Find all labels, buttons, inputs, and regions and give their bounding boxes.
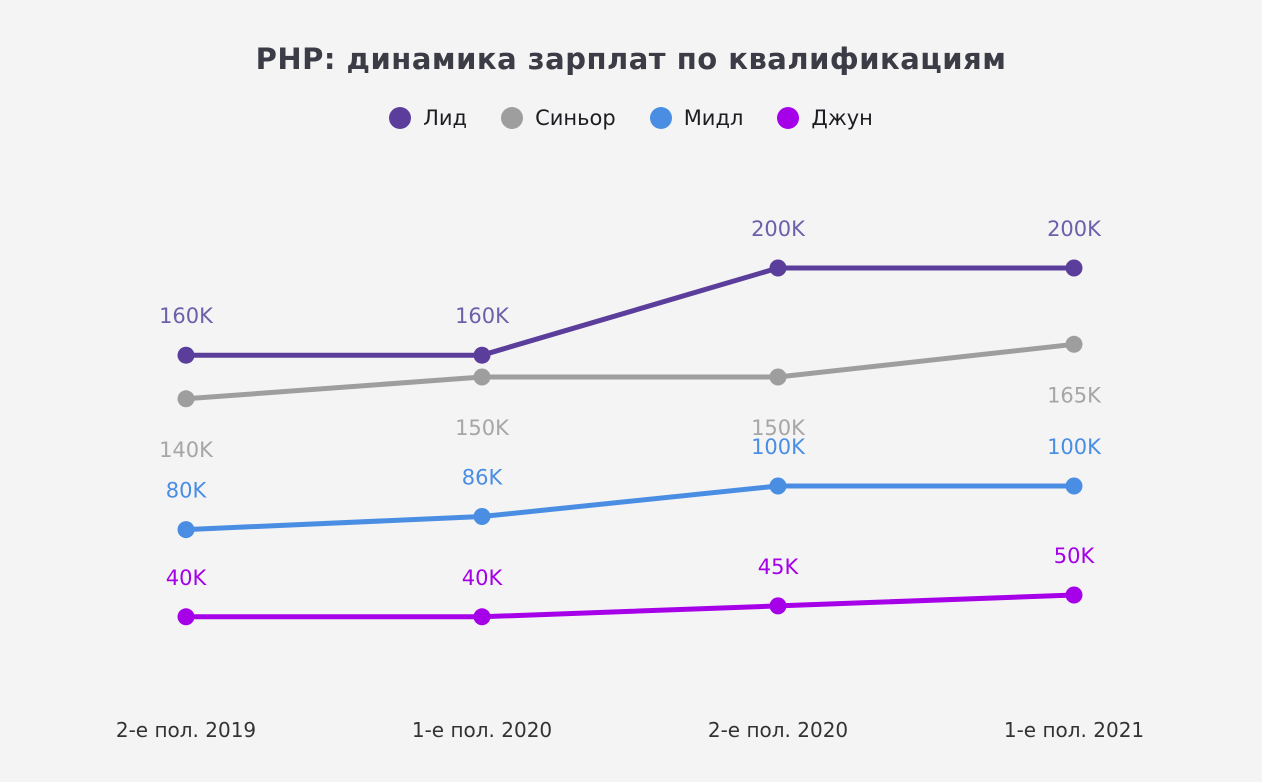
data-point <box>177 390 195 408</box>
data-point <box>1065 259 1083 277</box>
legend-dot-icon <box>649 107 672 129</box>
data-point <box>769 477 787 495</box>
x-axis-label: 1-е пол. 2021 <box>1004 718 1144 742</box>
data-point <box>177 608 195 626</box>
x-axis-label: 2-е пол. 2020 <box>708 718 848 742</box>
series-line-2 <box>183 483 1077 533</box>
data-label: 160K <box>455 304 510 328</box>
data-label: 150K <box>751 416 806 440</box>
legend-label: Лид <box>423 106 468 130</box>
legend-dot-icon <box>777 107 800 129</box>
data-label: 140K <box>159 438 214 462</box>
data-point <box>473 346 491 364</box>
data-label: 50K <box>1054 544 1096 568</box>
data-label: 200K <box>751 217 806 241</box>
data-point <box>177 346 195 364</box>
series-line-0 <box>183 265 1077 358</box>
data-point <box>1065 335 1083 353</box>
legend-label: Синьор <box>535 106 616 130</box>
legend-dot-icon <box>501 107 524 129</box>
legend-item-0: Лид <box>389 106 467 130</box>
data-label: 165K <box>1047 383 1102 407</box>
legend-item-2: Мидл <box>649 106 744 130</box>
legend-item-1: Синьор <box>501 106 616 130</box>
x-axis-label: 1-е пол. 2020 <box>412 718 552 742</box>
data-point <box>769 259 787 277</box>
data-point <box>769 368 787 386</box>
data-point <box>473 508 491 526</box>
legend-item-3: Джун <box>777 106 873 130</box>
data-point <box>177 521 195 539</box>
data-point <box>473 608 491 626</box>
legend: Лид Синьор Мидл Джун <box>0 106 1262 130</box>
legend-dot-icon <box>389 107 412 129</box>
data-label: 100K <box>1047 435 1102 459</box>
legend-label: Мидл <box>683 106 744 130</box>
data-point <box>769 597 787 615</box>
data-label: 80K <box>166 479 208 503</box>
data-label: 160K <box>159 304 214 328</box>
data-point <box>473 368 491 386</box>
legend-label: Джун <box>811 106 873 130</box>
data-label: 86K <box>462 466 504 490</box>
series-line-1 <box>183 341 1077 402</box>
data-label: 150K <box>455 416 510 440</box>
series-line-3 <box>183 592 1077 620</box>
data-point <box>1065 477 1083 495</box>
data-label: 100K <box>751 435 806 459</box>
data-label: 40K <box>166 566 208 590</box>
data-label: 40K <box>462 566 504 590</box>
data-point <box>1065 586 1083 604</box>
x-axis-label: 2-е пол. 2019 <box>116 718 256 742</box>
data-label: 200K <box>1047 217 1102 241</box>
chart-title: PHP: динамика зарплат по квалификациям <box>255 42 1007 76</box>
data-label: 45K <box>758 555 800 579</box>
